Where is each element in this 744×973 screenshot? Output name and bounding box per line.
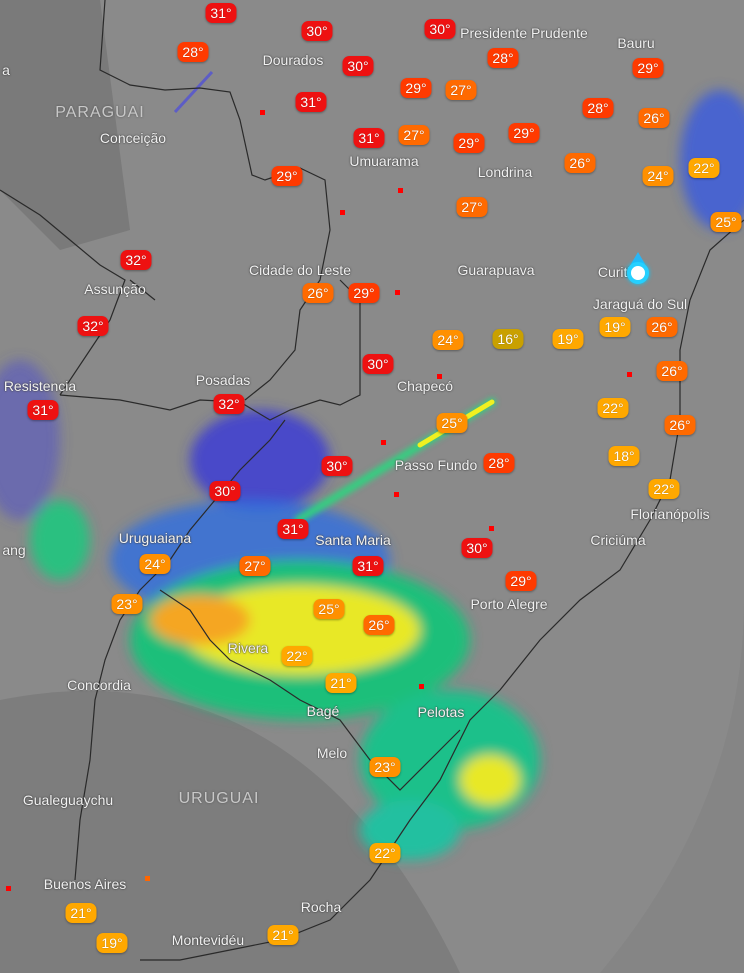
city-label[interactable]: Dourados (262, 52, 324, 68)
temperature-badge[interactable]: 31° (295, 92, 327, 112)
temperature-badge[interactable]: 23° (369, 757, 401, 777)
temperature-badge[interactable]: 30° (342, 56, 374, 76)
location-drop-icon (631, 252, 645, 264)
city-label[interactable]: Rivera (227, 640, 269, 656)
city-label[interactable]: ang (2, 542, 26, 558)
temperature-badge[interactable]: 30° (301, 21, 333, 41)
city-label[interactable]: Resistencia (3, 378, 77, 394)
city-label[interactable]: Pelotas (417, 704, 465, 720)
temperature-badge[interactable]: 31° (353, 128, 385, 148)
temperature-badge[interactable]: 28° (487, 48, 519, 68)
city-label[interactable]: Passo Fundo (394, 457, 478, 473)
temperature-badge[interactable]: 31° (205, 3, 237, 23)
city-label[interactable]: Cidade do Leste (249, 262, 351, 278)
shaded-region (0, 0, 130, 250)
temperature-badge[interactable]: 19° (96, 933, 128, 953)
city-label[interactable]: Conceição (99, 130, 167, 146)
temperature-badge[interactable]: 27° (456, 197, 488, 217)
temperature-badge[interactable]: 31° (27, 400, 59, 420)
temperature-badge[interactable]: 27° (398, 125, 430, 145)
temperature-badge[interactable]: 29° (453, 133, 485, 153)
temperature-badge[interactable]: 24° (139, 554, 171, 574)
city-label[interactable]: Rocha (300, 899, 342, 915)
temperature-badge[interactable]: 31° (277, 519, 309, 539)
temperature-badge[interactable]: 30° (209, 481, 241, 501)
temperature-badge[interactable]: 18° (608, 446, 640, 466)
temperature-badge[interactable]: 24° (432, 330, 464, 350)
temperature-badge[interactable]: 21° (65, 903, 97, 923)
city-label[interactable]: Umuarama (349, 153, 419, 169)
city-label[interactable]: a (2, 62, 10, 78)
city-label[interactable]: Guarapuava (457, 262, 535, 278)
city-label[interactable]: Uruguaiana (118, 530, 192, 546)
temperature-badge[interactable]: 27° (445, 80, 477, 100)
temperature-badge[interactable]: 21° (267, 925, 299, 945)
temperature-badge[interactable]: 32° (213, 394, 245, 414)
temperature-badge[interactable]: 26° (363, 615, 395, 635)
temperature-badge[interactable]: 29° (271, 166, 303, 186)
temperature-badge[interactable]: 23° (111, 594, 143, 614)
temperature-badge[interactable]: 19° (552, 329, 584, 349)
temperature-badge[interactable]: 28° (582, 98, 614, 118)
shaded-region (0, 690, 460, 973)
city-label[interactable]: Concordia (67, 677, 131, 693)
country-label: URUGUAI (178, 790, 260, 807)
temperature-badge[interactable]: 25° (313, 599, 345, 619)
temperature-badge[interactable]: 25° (710, 212, 742, 232)
temperature-badge[interactable]: 28° (483, 453, 515, 473)
temperature-badge[interactable]: 26° (664, 415, 696, 435)
city-label[interactable]: Porto Alegre (470, 596, 548, 612)
city-label[interactable]: Gualeguaychu (22, 792, 114, 808)
location-pin-icon[interactable] (627, 262, 649, 284)
markers (6, 110, 632, 891)
city-label[interactable]: Montevidéu (171, 932, 245, 948)
temperature-badge[interactable]: 30° (424, 19, 456, 39)
temperature-badge[interactable]: 21° (325, 673, 357, 693)
temperature-badge[interactable]: 29° (505, 571, 537, 591)
temperature-badge[interactable]: 25° (436, 413, 468, 433)
temperature-badge[interactable]: 29° (348, 283, 380, 303)
temperature-badge[interactable]: 26° (302, 283, 334, 303)
city-label[interactable]: Bauru (617, 35, 655, 51)
city-label[interactable]: Chapecó (396, 378, 454, 394)
temperature-badge[interactable]: 22° (648, 479, 680, 499)
temperature-badge[interactable]: 30° (362, 354, 394, 374)
country-label: PARAGUAI (55, 104, 145, 121)
temperature-badge[interactable]: 22° (281, 646, 313, 666)
temperature-badge[interactable]: 22° (688, 158, 720, 178)
temperature-badge[interactable]: 28° (177, 42, 209, 62)
temperature-badge[interactable]: 27° (239, 556, 271, 576)
temperature-badge[interactable]: 26° (638, 108, 670, 128)
temperature-badge[interactable]: 29° (508, 123, 540, 143)
temperature-badge[interactable]: 29° (632, 58, 664, 78)
temperature-badge[interactable]: 22° (369, 843, 401, 863)
temperature-badge[interactable]: 26° (646, 317, 678, 337)
temperature-badge[interactable]: 30° (321, 456, 353, 476)
city-label[interactable]: Posadas (195, 372, 251, 388)
ocean-region (600, 600, 744, 973)
city-label[interactable]: Santa Maria (315, 532, 391, 548)
temperature-badge[interactable]: 16° (492, 329, 524, 349)
city-label[interactable]: Buenos Aires (43, 876, 127, 892)
city-label[interactable]: Jaraguá do Sul (592, 296, 688, 312)
radar-streak (173, 70, 214, 114)
city-label[interactable]: Criciúma (590, 532, 646, 548)
temperature-badge[interactable]: 24° (642, 166, 674, 186)
temperature-badge[interactable]: 29° (400, 78, 432, 98)
temperature-badge[interactable]: 19° (599, 317, 631, 337)
city-label[interactable]: Bagé (306, 703, 340, 719)
city-label[interactable]: Florianópolis (630, 506, 710, 522)
temperature-badge[interactable]: 32° (120, 250, 152, 270)
city-label[interactable]: Assunção (84, 281, 146, 297)
city-label[interactable]: Presidente Prudente (460, 25, 588, 41)
city-label[interactable]: Melo (316, 745, 348, 761)
temperature-badge[interactable]: 22° (597, 398, 629, 418)
temperature-badge[interactable]: 26° (564, 153, 596, 173)
temperature-badge[interactable]: 30° (461, 538, 493, 558)
temperature-badge[interactable]: 26° (656, 361, 688, 381)
city-label[interactable]: Londrina (477, 164, 533, 180)
temperature-badge[interactable]: 31° (352, 556, 384, 576)
temperature-badge[interactable]: 32° (77, 316, 109, 336)
